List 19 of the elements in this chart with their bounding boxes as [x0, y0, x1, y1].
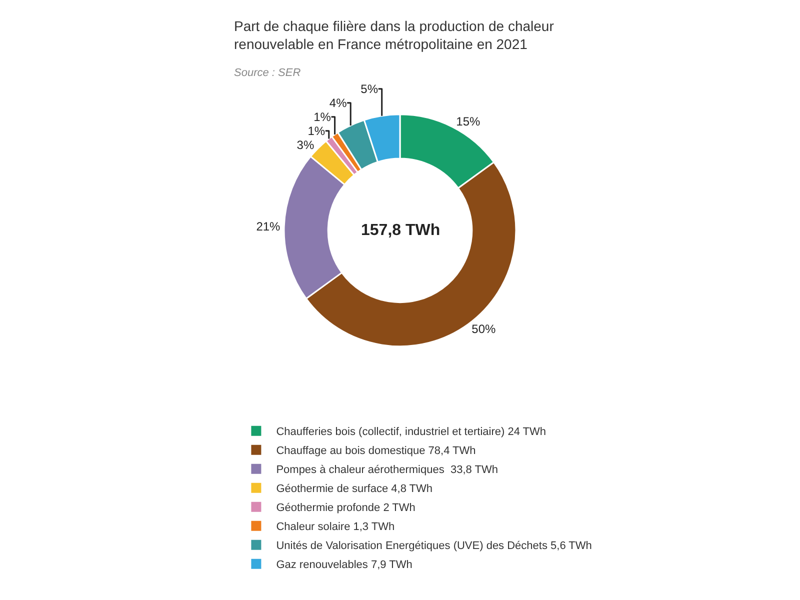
- legend-label: Géothermie profonde 2 TWh: [276, 502, 416, 514]
- legend-label: Unités de Valorisation Energétiques (UVE) des Déchets 5,6 TWh: [276, 540, 592, 552]
- data-label: 3%: [296, 138, 314, 152]
- legend-label: Géothermie de surface 4,8 TWh: [276, 483, 433, 496]
- data-label: 21%: [256, 220, 281, 234]
- data-label: 15%: [456, 114, 481, 128]
- data-label: 5%: [360, 82, 378, 96]
- legend-label: Chauffage au bois domestique 78,4 TWh: [276, 445, 476, 458]
- legend-label: Pompes à chaleur aérothermiques 33,8 TWh: [276, 464, 498, 476]
- legend-label: Chaleur solaire 1,3 TWh: [276, 521, 395, 534]
- data-label: 1%: [308, 124, 326, 138]
- data-label: 1%: [314, 110, 332, 124]
- text: 157,8 TWh: [361, 222, 440, 239]
- data-label: 4%: [329, 96, 348, 110]
- legend-label: Gaz renouvelables 7,9 TWh: [276, 559, 412, 572]
- chart-title: Part de chaque filière dans la production de chaleur renouvelable en France métropolitaine en 2021: [234, 18, 554, 52]
- legend-label: Chaufferies bois (collectif, industriel et tertiaire) 24 TWh: [276, 426, 546, 438]
- data-label: 50%: [472, 322, 496, 336]
- chart-subtitle: Source : SER: [234, 67, 301, 79]
